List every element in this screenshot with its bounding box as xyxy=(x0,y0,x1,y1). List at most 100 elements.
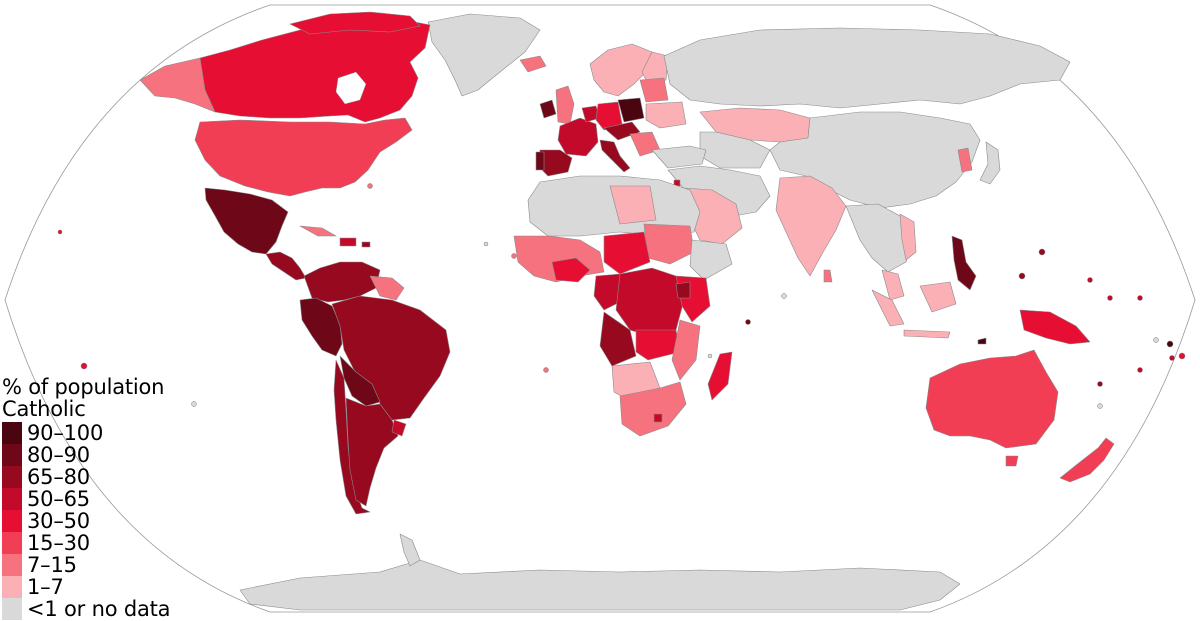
chad-car xyxy=(603,231,651,275)
legend-swatch xyxy=(2,576,22,598)
southeast-asia xyxy=(845,203,913,273)
sumatra xyxy=(871,289,905,327)
timor xyxy=(977,337,987,345)
japan xyxy=(979,141,1001,185)
legend-list: 90–100 80–90 65–80 50–65 30–50 15–30 7–15 1–7 <1… xyxy=(2,422,202,620)
hispaniola xyxy=(339,237,357,247)
scandinavia xyxy=(589,43,653,97)
island xyxy=(511,253,517,259)
legend-label: 65–80 xyxy=(27,465,90,489)
nigeria-ghana xyxy=(551,257,591,283)
borneo xyxy=(919,281,957,313)
legend-item: 15–30 xyxy=(2,532,202,554)
italy xyxy=(599,139,631,173)
island xyxy=(1178,352,1186,360)
island xyxy=(745,319,751,325)
legend-label: 1–7 xyxy=(27,575,64,599)
brazil xyxy=(331,295,451,421)
argentina xyxy=(345,397,399,507)
legend-swatch xyxy=(2,422,22,444)
legend-swatch xyxy=(2,554,22,576)
legend-swatch xyxy=(2,466,22,488)
legend-label: 7–15 xyxy=(27,553,77,577)
mexico xyxy=(204,187,289,255)
island xyxy=(57,229,63,235)
bolivia-paraguay xyxy=(339,355,381,407)
india xyxy=(775,175,847,277)
new-guinea xyxy=(1019,309,1091,345)
lebanon xyxy=(673,179,681,187)
iceland xyxy=(519,55,547,73)
legend-swatch xyxy=(2,488,22,510)
island xyxy=(781,293,787,299)
new-zealand xyxy=(1059,437,1115,483)
legend-label: 30–50 xyxy=(27,509,90,533)
legend-item: 30–50 xyxy=(2,510,202,532)
island xyxy=(1153,337,1159,343)
island xyxy=(1097,381,1103,387)
portugal xyxy=(535,151,545,171)
legend-title-line2: Catholic xyxy=(2,397,86,421)
ireland xyxy=(539,99,557,119)
uk xyxy=(555,85,575,125)
guianas xyxy=(369,275,405,301)
antarctic-peninsula xyxy=(399,533,421,567)
south-africa xyxy=(619,381,687,437)
island xyxy=(1018,272,1026,280)
sri-lanka xyxy=(823,269,833,283)
legend-item: 80–90 xyxy=(2,444,202,466)
antarctica xyxy=(239,559,961,611)
korea xyxy=(957,147,973,173)
island xyxy=(1087,277,1093,283)
puerto-rico xyxy=(361,241,371,248)
baltics-belarus xyxy=(639,77,669,103)
philippines xyxy=(951,235,977,291)
island xyxy=(1137,367,1143,373)
angola xyxy=(599,311,637,367)
mozambique xyxy=(671,319,701,381)
usa xyxy=(194,117,413,197)
legend-label: <1 or no data xyxy=(27,597,171,621)
legend-item: 1–7 xyxy=(2,576,202,598)
legend-swatch xyxy=(2,532,22,554)
uganda-rwanda xyxy=(675,281,691,299)
legend-item: 7–15 xyxy=(2,554,202,576)
island xyxy=(1107,295,1113,301)
island xyxy=(707,353,713,359)
chile xyxy=(333,359,371,515)
horn-of-africa xyxy=(689,239,733,281)
island xyxy=(1038,248,1046,256)
australia xyxy=(925,349,1059,449)
zambia xyxy=(635,329,681,361)
island xyxy=(483,241,489,247)
island xyxy=(191,401,197,407)
poland xyxy=(617,97,645,123)
legend-swatch xyxy=(2,510,22,532)
island xyxy=(543,367,549,373)
legend-swatch xyxy=(2,444,22,466)
island xyxy=(1169,355,1175,361)
greenland xyxy=(427,13,541,97)
hudson-bay xyxy=(335,71,367,105)
island xyxy=(367,183,373,189)
legend-label: 15–30 xyxy=(27,531,90,555)
map-legend: % of population Catholic 90–100 80–90 65–8… xyxy=(2,376,202,620)
island xyxy=(1166,340,1174,348)
java xyxy=(903,329,951,339)
libya-egypt xyxy=(609,185,657,225)
lesotho xyxy=(653,413,663,423)
turkey xyxy=(651,145,707,169)
legend-item: 90–100 xyxy=(2,422,202,444)
legend-item: 50–65 xyxy=(2,488,202,510)
ecuador-peru xyxy=(299,297,343,357)
legend-item: 65–80 xyxy=(2,466,202,488)
ukraine xyxy=(645,101,687,129)
russia xyxy=(663,27,1071,109)
malay xyxy=(881,269,905,301)
legend-label: 50–65 xyxy=(27,487,90,511)
arctic-islands xyxy=(289,11,421,35)
island xyxy=(1097,403,1103,409)
vietnam xyxy=(899,213,917,261)
legend-label: 80–90 xyxy=(27,443,90,467)
